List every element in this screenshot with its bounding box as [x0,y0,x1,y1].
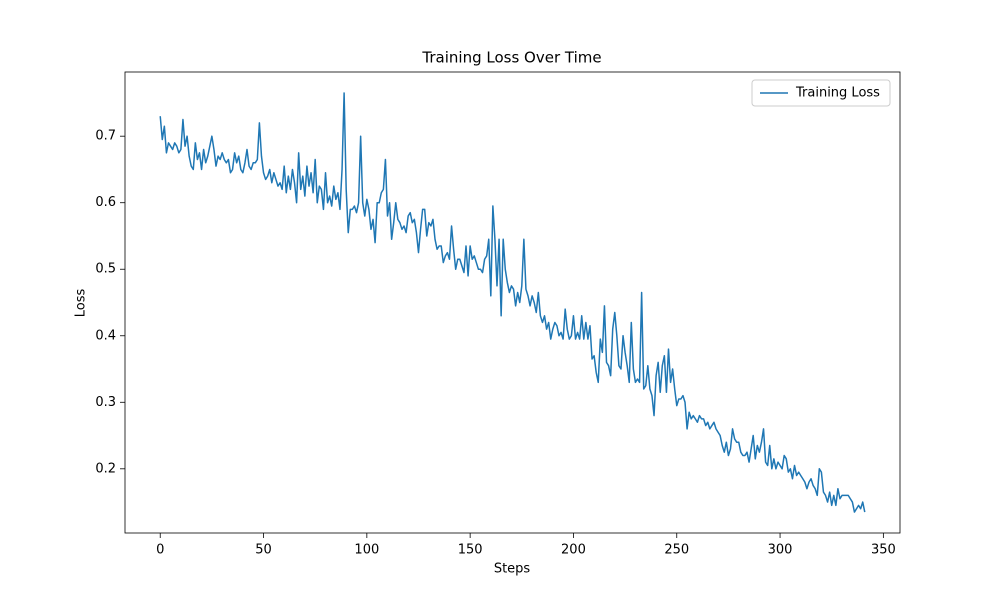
chart-title: Training Loss Over Time [421,49,601,67]
legend-box [751,79,891,107]
x-tick-label: 50 [255,543,272,558]
x-tick-label: 300 [768,543,793,558]
y-tick-label: 0.7 [95,129,116,144]
x-tick-label: 150 [458,543,483,558]
y-tick-label: 0.6 [95,195,116,210]
x-axis-label: Steps [494,562,531,577]
y-axis-label: Loss [74,289,89,318]
y-tick-label: 0.3 [95,395,116,410]
x-tick-label: 0 [156,543,164,558]
x-tick-label: 250 [664,543,689,558]
axes-frame [124,71,901,534]
y-tick-label: 0.4 [95,328,116,343]
x-tick-label: 100 [354,543,379,558]
x-tick-label: 350 [871,543,896,558]
legend-label: Training Loss [795,86,880,101]
y-tick-label: 0.2 [95,461,116,476]
x-tick-label: 200 [561,543,586,558]
y-tick-label: 0.5 [95,262,116,277]
loss-line [159,92,866,513]
